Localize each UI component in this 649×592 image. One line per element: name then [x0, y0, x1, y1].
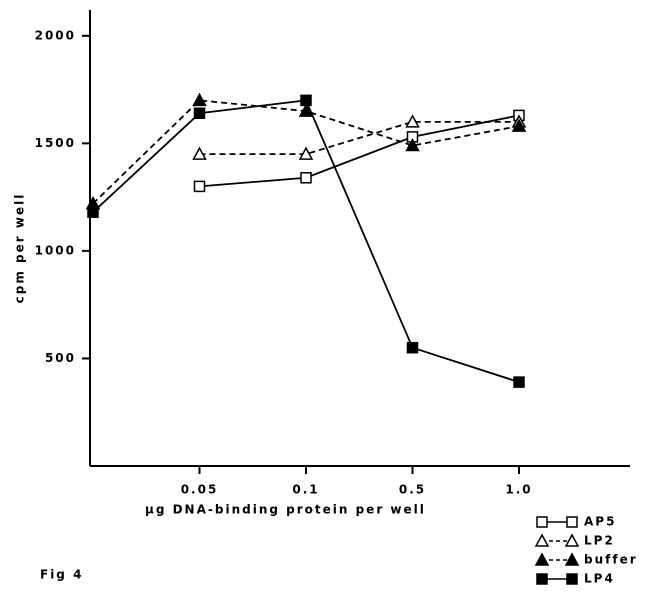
- data-point: [298, 146, 314, 160]
- series-line: [92, 99, 520, 383]
- figure-caption: Fig 4: [40, 568, 83, 582]
- data-point: [300, 172, 312, 184]
- legend-label: AP5: [584, 515, 616, 529]
- legend-marker: [566, 573, 578, 585]
- legend-marker: [564, 552, 580, 566]
- data-point: [513, 376, 525, 388]
- data-point: [406, 341, 419, 354]
- legend-label: LP2: [584, 534, 615, 548]
- y-tick-label: 2000: [35, 28, 76, 42]
- x-axis-label: μg DNA-binding protein per well: [145, 503, 426, 517]
- data-point: [193, 107, 206, 119]
- legend-marker: [536, 516, 548, 528]
- legend-marker: [534, 552, 550, 566]
- legend-label: buffer: [584, 553, 638, 567]
- y-tick-label: 500: [45, 351, 76, 365]
- legend-marker: [564, 533, 580, 547]
- data-point: [405, 137, 420, 152]
- legend-marker: [566, 516, 578, 528]
- y-tick-label: 1000: [35, 243, 76, 257]
- data-point: [511, 118, 527, 132]
- data-point: [298, 103, 314, 117]
- data-point: [87, 206, 99, 218]
- data-point: [300, 94, 312, 107]
- legend-marker: [536, 573, 548, 585]
- data-point: [192, 92, 207, 107]
- x-tick-label: 0.5: [399, 483, 426, 497]
- data-point: [192, 146, 207, 160]
- x-tick-label: 0.05: [181, 483, 219, 497]
- y-axis-label: cpm per well: [13, 193, 27, 304]
- x-tick-label: 1.0: [505, 483, 532, 497]
- data-point: [405, 114, 420, 128]
- series-line: [199, 120, 519, 156]
- y-tick-label: 1500: [35, 136, 76, 150]
- series-line: [199, 114, 520, 188]
- data-point: [193, 180, 206, 193]
- legend-marker: [534, 533, 550, 547]
- legend-label: LP4: [584, 572, 615, 586]
- x-tick-label: 0.1: [292, 483, 319, 497]
